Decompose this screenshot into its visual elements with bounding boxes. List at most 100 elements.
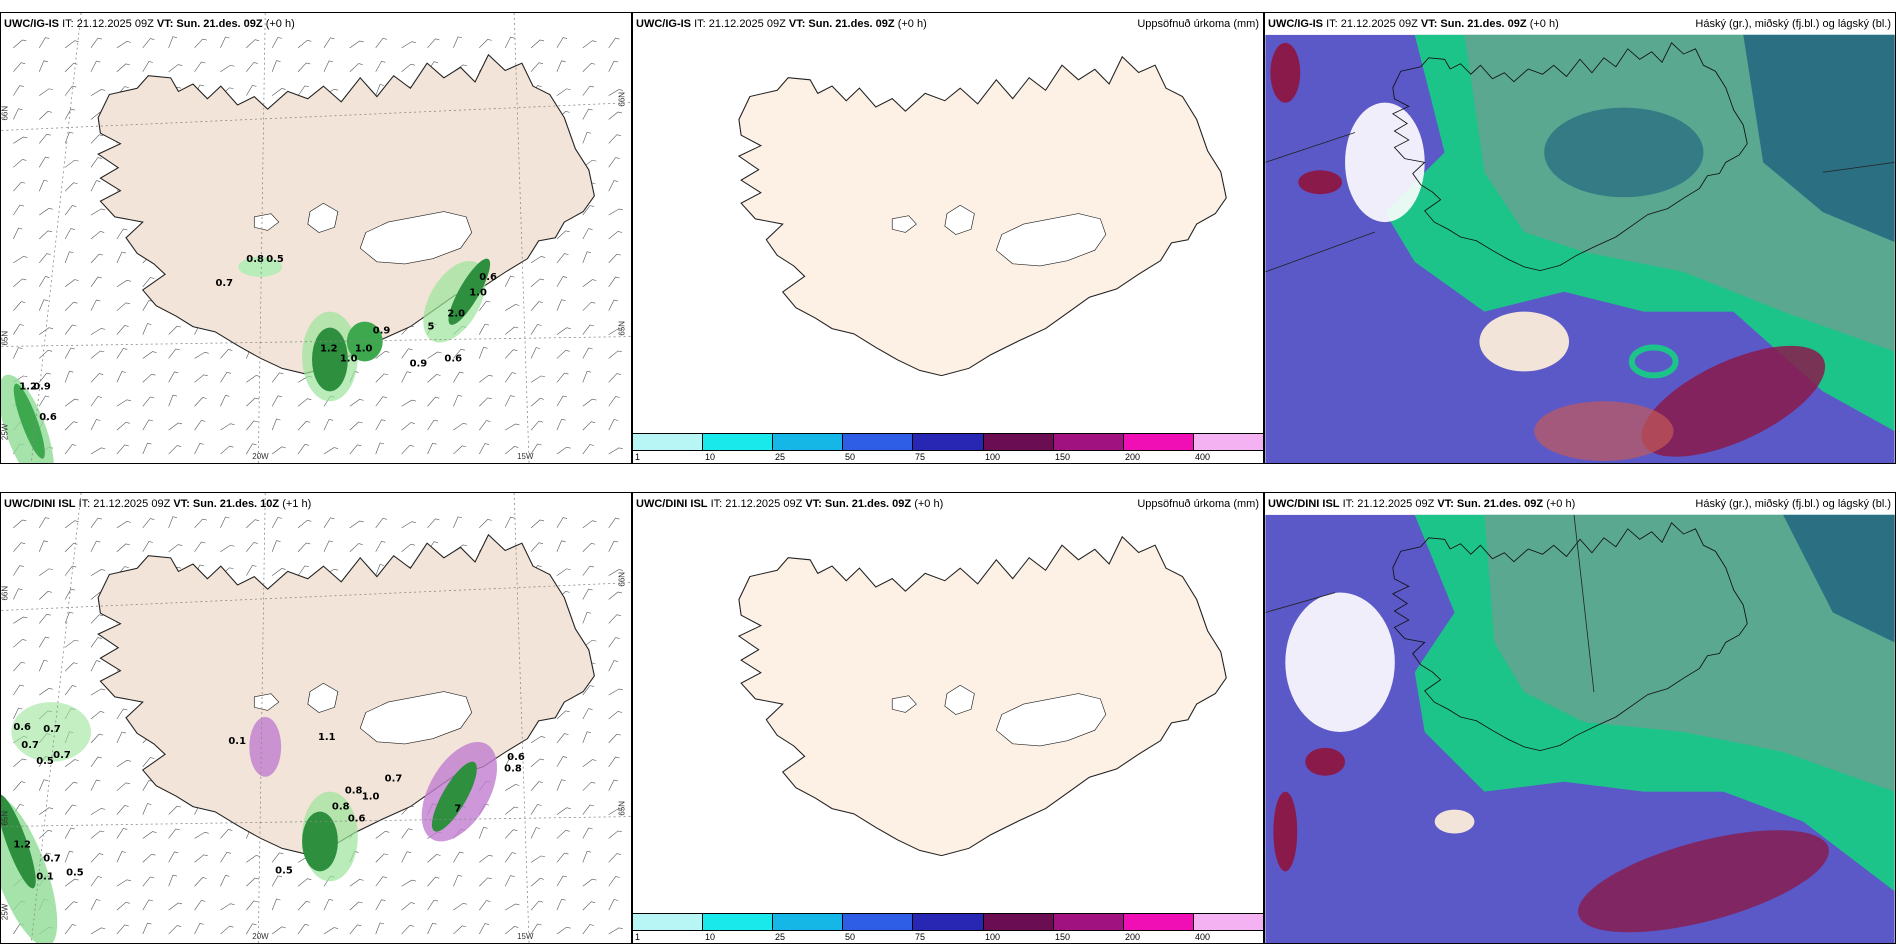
wind-barb: [116, 251, 127, 264]
svg-text:65N: 65N: [1, 811, 9, 826]
wind-barb: [220, 544, 235, 552]
wind-barb: [64, 639, 79, 648]
wind-barb: [90, 350, 105, 359]
colorbar-swatch: [773, 914, 844, 930]
wind-barb: [582, 131, 592, 144]
wind-barb: [297, 923, 310, 935]
wind-barb: [39, 687, 54, 696]
wind-barb: [582, 685, 595, 696]
wind-barb: [401, 348, 413, 359]
wind-barb: [582, 588, 593, 600]
wind-barb: [608, 569, 624, 576]
wind-barb: [220, 875, 230, 887]
wind-barb: [64, 324, 77, 335]
wind-barb: [220, 445, 234, 455]
wind-barb: [38, 659, 48, 672]
colorbar-swatch: [843, 434, 914, 450]
wind-barb: [64, 182, 78, 192]
wind-barb: [246, 877, 260, 887]
wind-barb: [194, 443, 204, 455]
colorbar-swatch: [703, 434, 774, 450]
wind-barb: [453, 36, 463, 48]
wind-barb: [168, 851, 179, 863]
svg-text:0.7: 0.7: [53, 750, 71, 761]
wind-barb: [582, 708, 593, 720]
colorbar-swatch: [913, 434, 984, 450]
wind-barb: [246, 85, 257, 96]
wind-barb: [582, 542, 596, 552]
svg-text:5: 5: [428, 322, 435, 333]
wind-barb: [582, 85, 595, 96]
wind-barb: [142, 373, 156, 383]
init-time: IT: 21.12.2025 09Z: [62, 18, 154, 30]
wind-barb: [220, 851, 231, 863]
wind-barb: [90, 853, 104, 863]
valid-time: Sun. 21.des. 09Z: [1440, 18, 1527, 30]
wind-barb: [64, 611, 74, 624]
wind-barb: [13, 684, 24, 696]
vt-label: VT:: [156, 18, 174, 30]
wind-barb: [64, 62, 78, 72]
wind-barb: [13, 39, 27, 49]
model-name: UWC/DINI ISL: [4, 498, 76, 510]
wind-barb: [453, 348, 466, 359]
map-accum-precip: [738, 56, 1227, 377]
wind-barb: [401, 902, 415, 911]
wind-barb: [401, 444, 414, 455]
wind-barb: [323, 540, 334, 552]
wind-barb: [38, 60, 48, 72]
colorbar-label: 25: [775, 452, 786, 462]
wind-barb: [375, 442, 385, 455]
panel-wind-precip-dini: UWC/DINI ISL IT: 21.12.2025 09Z VT: Sun.…: [0, 492, 632, 944]
wind-barb: [375, 517, 387, 529]
wind-barb: [375, 396, 387, 407]
wind-barb: [608, 208, 624, 216]
wind-barb: [142, 780, 153, 791]
wind-barb: [13, 707, 23, 720]
wind-barb: [349, 399, 364, 407]
wind-barb: [556, 372, 569, 383]
wind-barb: [194, 541, 206, 552]
wind-barb: [608, 253, 621, 264]
svg-text:25W: 25W: [1, 903, 9, 920]
wind-barb: [90, 276, 102, 287]
panel-title: Uppsöfnuð úrkoma (mm): [1137, 498, 1259, 510]
wind-barb: [90, 396, 102, 407]
wind-barb: [64, 901, 78, 911]
wind-barb: [453, 874, 463, 887]
wind-barb: [608, 276, 620, 287]
wind-barb: [530, 278, 545, 288]
wind-barb: [582, 924, 595, 935]
wind-barb: [505, 903, 520, 911]
svg-text:66N: 66N: [618, 572, 627, 587]
wind-barb: [479, 519, 492, 529]
wind-barb: [582, 611, 592, 624]
vt-label: VT:: [1437, 498, 1454, 510]
wind-barb: [168, 36, 177, 48]
wind-barb: [13, 85, 24, 96]
wind-barb: [297, 62, 311, 72]
wind-barb: [427, 922, 437, 935]
map-cloud-cover: [1265, 514, 1895, 943]
wind-barb: [297, 39, 312, 49]
wind-barb: [504, 372, 517, 383]
wind-barb: [582, 228, 593, 240]
wind-barb: [90, 733, 104, 744]
wind-barb: [116, 759, 131, 768]
wind-barb: [530, 923, 542, 935]
wind-barb: [64, 159, 79, 168]
svg-text:7: 7: [454, 804, 461, 815]
wind-barb: [116, 879, 131, 887]
wind-barb: [530, 347, 541, 359]
wind-barb: [479, 420, 491, 431]
colorbar: 1 10 25 50 75 100 150 200 400: [633, 913, 1263, 943]
colorbar-label: 100: [985, 932, 1001, 942]
wind-barb: [64, 781, 78, 791]
wind-barb: [142, 419, 153, 431]
svg-text:0.6: 0.6: [507, 752, 525, 763]
wind-barb: [13, 204, 24, 216]
wind-barb: [401, 521, 416, 529]
colorbar-swatch: [843, 914, 914, 930]
wind-barb: [505, 304, 520, 311]
panel-header: UWC/IG-IS IT: 21.12.2025 09Z VT: Sun. 21…: [1, 13, 631, 35]
